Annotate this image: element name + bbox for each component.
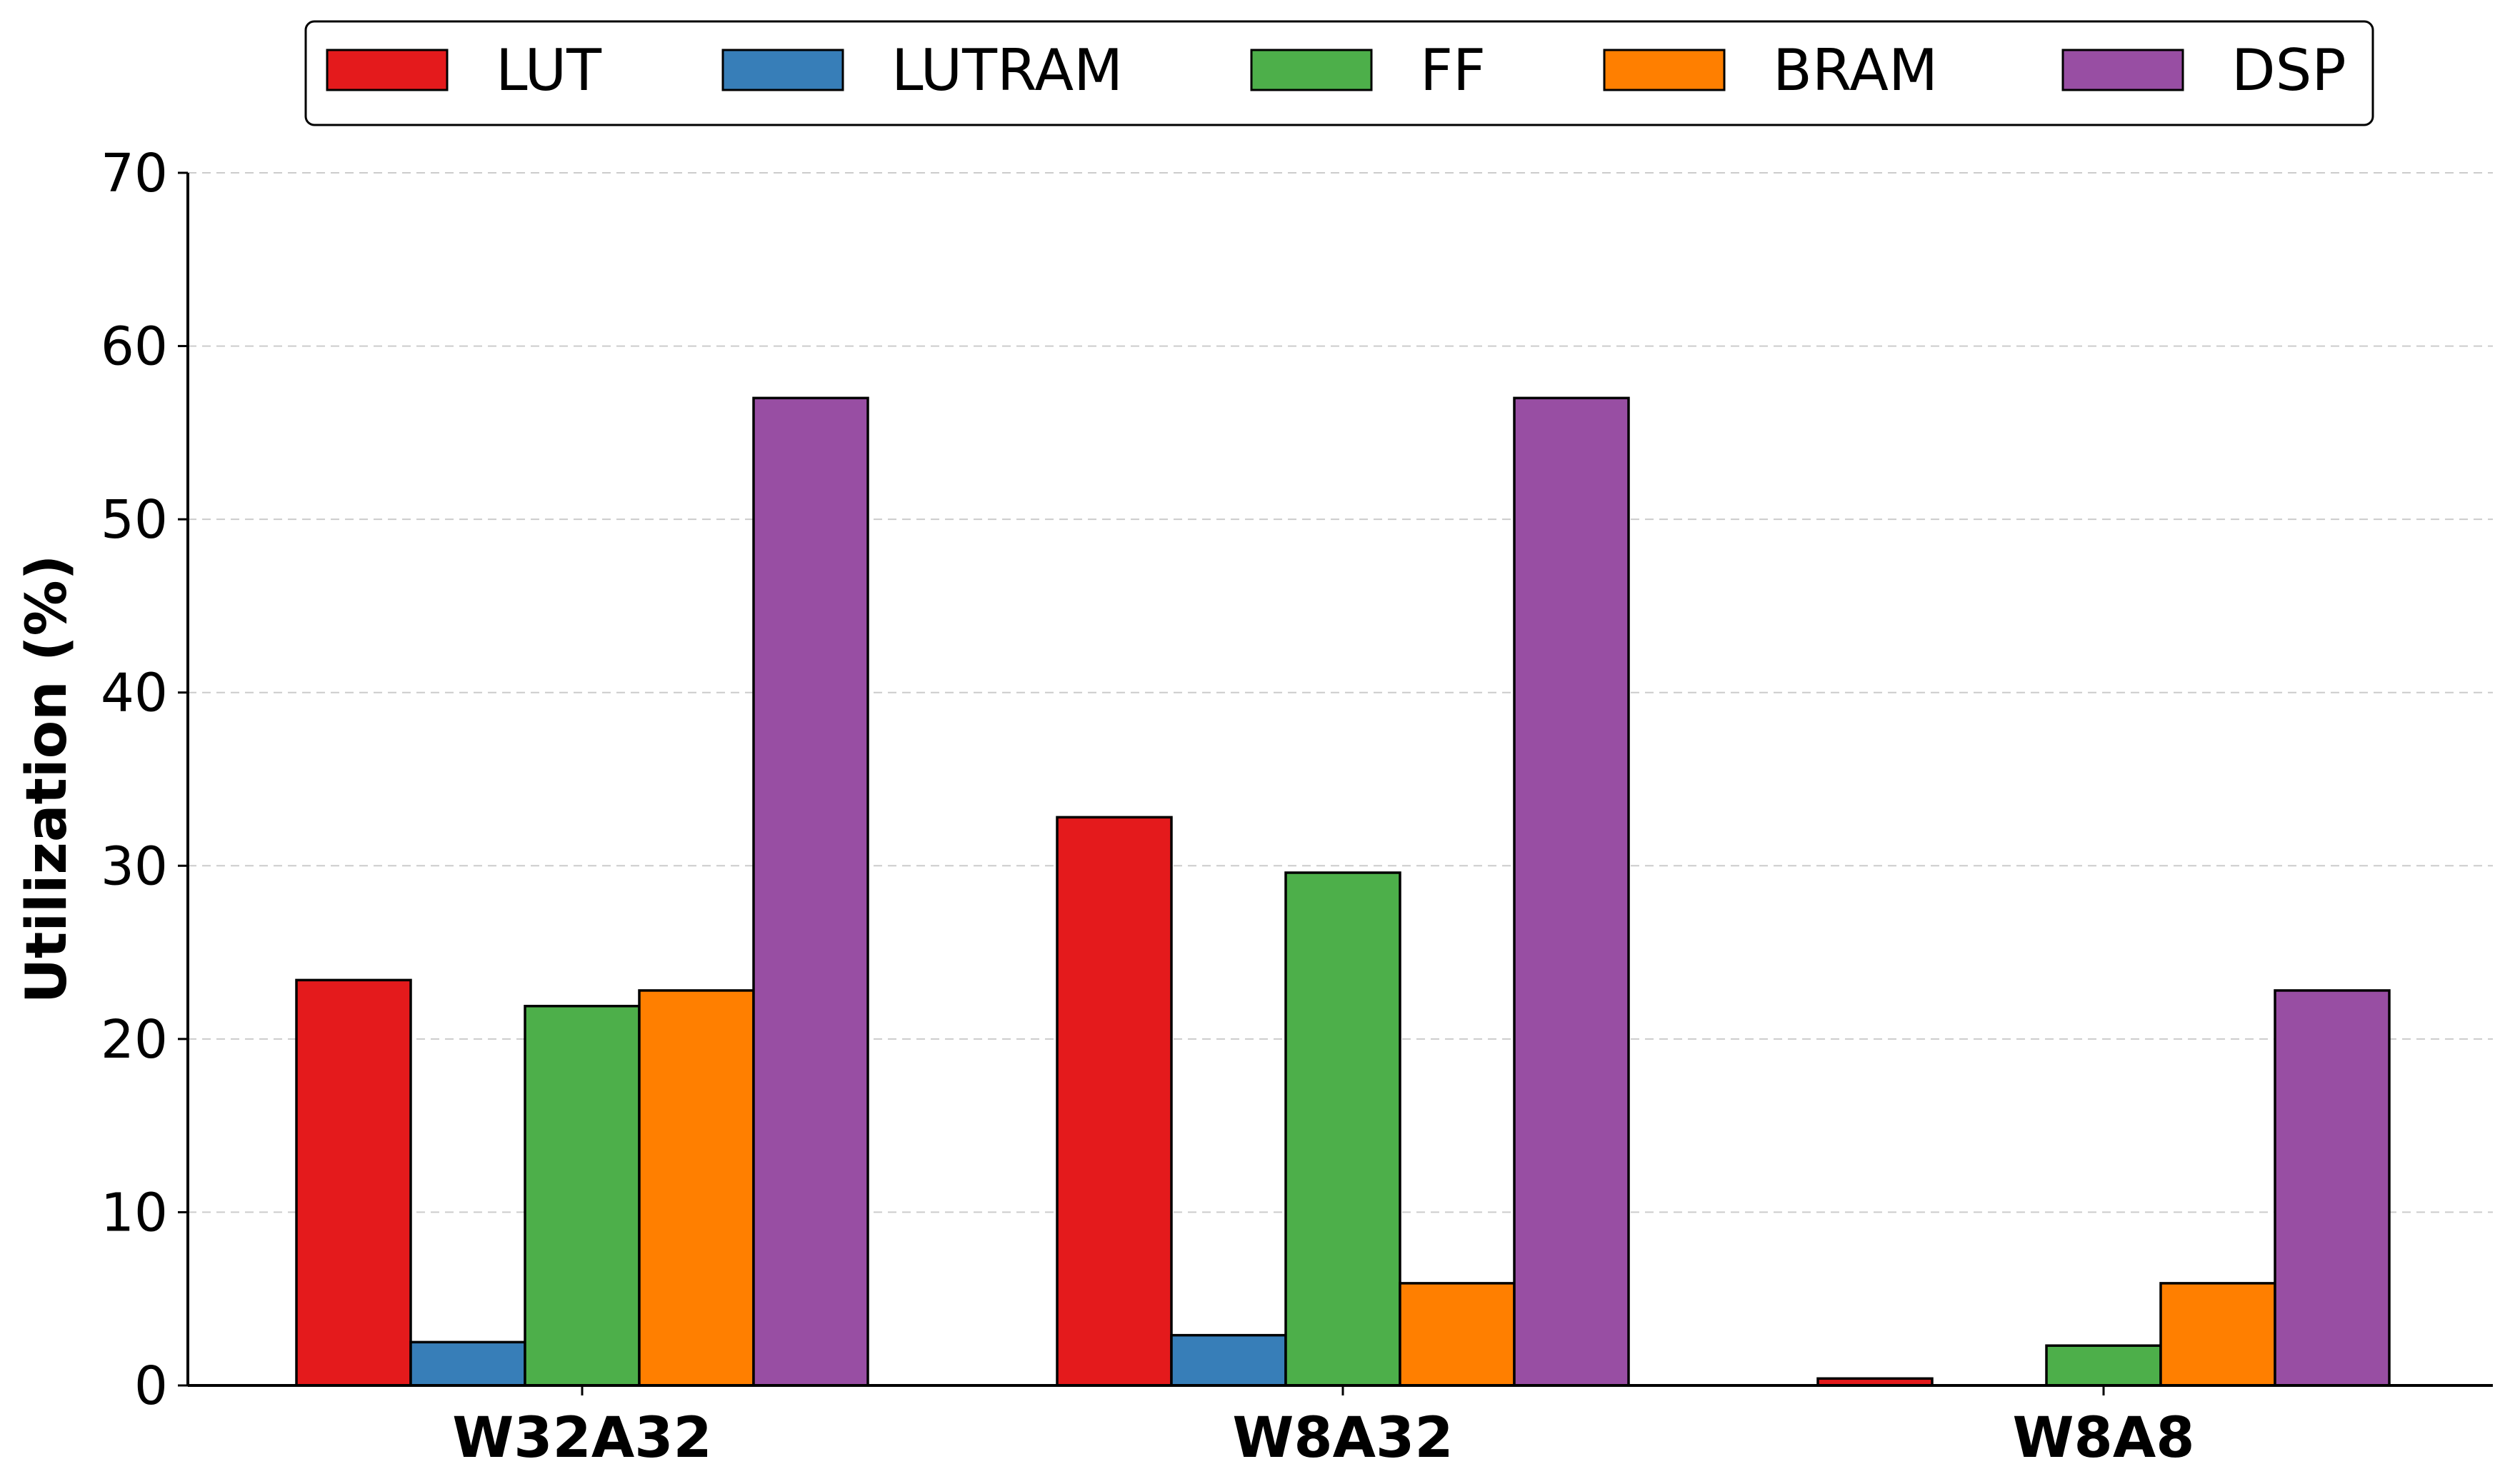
- legend-swatch-bram: [1603, 49, 1726, 91]
- y-tick-label: 30: [101, 836, 168, 897]
- legend-label-dsp: DSP: [2231, 37, 2346, 104]
- legend-swatch-ff: [1250, 49, 1373, 91]
- legend: LUT LUTRAM FF BRAM DSP: [304, 20, 2374, 126]
- legend-swatch-lutram: [721, 49, 844, 91]
- y-tick-label: 40: [101, 663, 168, 724]
- axes: [186, 173, 2493, 1387]
- y-tick-label: 50: [101, 489, 168, 551]
- y-tick-label: 10: [101, 1182, 168, 1243]
- bar-bram-w8a8: [2159, 1282, 2276, 1387]
- legend-swatch-lut: [326, 49, 449, 91]
- bar-dsp-w8a8: [2274, 989, 2391, 1387]
- legend-label-bram: BRAM: [1773, 37, 1938, 104]
- x-tick-label: W8A8: [2013, 1406, 2195, 1470]
- y-tick-label: 0: [134, 1355, 168, 1417]
- legend-label-lutram: LUTRAM: [891, 37, 1123, 104]
- y-ticks: 0 10 20 30 40 50 60 70: [101, 143, 188, 1417]
- y-tick-label: 20: [101, 1009, 168, 1071]
- bar-ff-w32a32: [524, 1005, 641, 1387]
- y-axis-title: Utilization (%): [15, 555, 79, 1004]
- legend-swatch-dsp: [2061, 49, 2184, 91]
- y-tick-label: 60: [101, 316, 168, 378]
- x-tick-label: W32A32: [452, 1406, 712, 1470]
- y-tick-label: 70: [101, 143, 168, 204]
- bar-lutram-w32a32: [409, 1340, 526, 1387]
- legend-label-lut: LUT: [496, 37, 602, 104]
- bar-ff-w8a8: [2045, 1344, 2162, 1387]
- bar-bram-w32a32: [638, 989, 755, 1387]
- gridlines: [188, 172, 2493, 1213]
- bar-ff-w8a32: [1284, 871, 1401, 1387]
- bar-lut-w32a32: [295, 978, 412, 1387]
- bar-lutram-w8a32: [1170, 1333, 1287, 1387]
- bar-dsp-w8a32: [1513, 396, 1630, 1387]
- bar-dsp-w32a32: [752, 396, 869, 1387]
- x-ticks: W32A32 W8A32 W8A8: [452, 1385, 2194, 1470]
- bar-lut-w8a32: [1056, 816, 1173, 1387]
- bar-bram-w8a32: [1399, 1282, 1516, 1387]
- x-tick-label: W8A32: [1232, 1406, 1453, 1470]
- legend-label-ff: FF: [1420, 37, 1486, 104]
- bars: [295, 396, 2391, 1387]
